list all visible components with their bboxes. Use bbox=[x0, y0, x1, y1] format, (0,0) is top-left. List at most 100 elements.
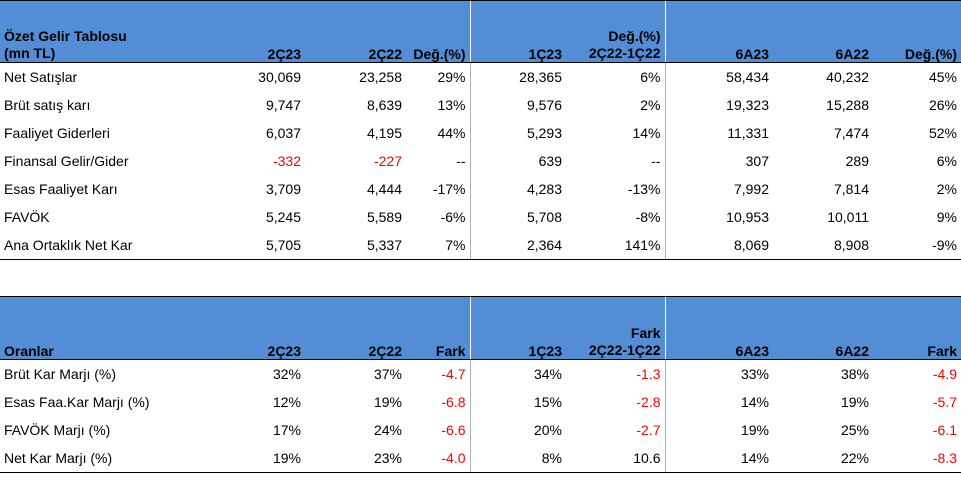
table-row: Finansal Gelir/Gider -332 -227 -- 639 --… bbox=[0, 147, 961, 175]
cell-6m: 2% bbox=[936, 181, 957, 197]
cell-2c23: 3,709 bbox=[265, 181, 301, 197]
cell-6a22: 7,814 bbox=[833, 181, 869, 197]
income-header-6a23: 6A23 bbox=[664, 0, 773, 63]
table-row: Brüt Kar Marjı (%) 32% 37% -4.7 34% -1.3… bbox=[0, 359, 961, 388]
cell-6a23: 19,323 bbox=[726, 97, 769, 113]
cell-2c23: 5,245 bbox=[265, 209, 301, 225]
cell-2c23: 12% bbox=[272, 394, 301, 410]
cell-2c23: -332 bbox=[272, 153, 301, 169]
cell-qoq: 14% bbox=[566, 119, 666, 147]
cell-2c22: 4,444 bbox=[366, 181, 402, 197]
cell-6m: -8.3 bbox=[873, 444, 961, 473]
cell-qoq: -2.8 bbox=[566, 388, 666, 416]
cell-qoq: -- bbox=[566, 147, 666, 175]
cell-yoy: 44% bbox=[406, 119, 471, 147]
table-row: Ana Ortaklık Net Kar 5,705 5,337 7% 2,36… bbox=[0, 231, 961, 260]
cell-6a23: 7,992 bbox=[733, 181, 769, 197]
cell-yoy: 7% bbox=[406, 231, 471, 260]
cell-6a22: 25% bbox=[840, 422, 869, 438]
cell-yoy: -17% bbox=[406, 175, 471, 203]
cell-1c23: 8% bbox=[470, 444, 566, 473]
income-header-2c22: 2Ç22 bbox=[305, 0, 406, 63]
cell-2c22: 19% bbox=[373, 394, 402, 410]
cell-6m: -6.1 bbox=[932, 422, 957, 438]
row-label: Faaliyet Giderleri bbox=[4, 125, 110, 141]
cell-6m: 6% bbox=[936, 153, 957, 169]
table-row: Net Kar Marjı (%) 19% 23% -4.0 8% 10.6 1… bbox=[0, 444, 961, 473]
cell-qoq: -1.3 bbox=[566, 359, 666, 388]
income-header-yoy-change: Değ.(%) bbox=[406, 0, 470, 63]
cell-6a23: 307 bbox=[745, 153, 769, 169]
cell-1c23: 2,364 bbox=[470, 231, 566, 260]
row-label: Net Kar Marjı (%) bbox=[0, 444, 204, 473]
cell-1c23: 4,283 bbox=[526, 181, 562, 197]
cell-qoq: -2.7 bbox=[566, 416, 666, 444]
cell-yoy: 29% bbox=[406, 62, 471, 91]
cell-2c22: 23% bbox=[305, 444, 406, 473]
cell-qoq: 6% bbox=[566, 62, 666, 91]
cell-1c23: 5,293 bbox=[526, 125, 562, 141]
table-row: FAVÖK Marjı (%) 17% 24% -6.6 20% -2.7 19… bbox=[0, 416, 961, 444]
cell-qoq: -8% bbox=[566, 203, 666, 231]
ratios-header-2c22: 2Ç22 bbox=[305, 296, 406, 360]
ratios-table-title: Oranlar bbox=[0, 296, 204, 360]
income-summary-table: Özet Gelir Tablosu (mn TL) 2Ç23 2Ç22 Değ… bbox=[0, 0, 961, 260]
ratios-header-qoq-period: 2Ç22-1Ç22 bbox=[588, 342, 661, 358]
table-row: Esas Faa.Kar Marjı (%) 12% 19% -6.8 15% … bbox=[0, 388, 961, 416]
cell-2c23: 9,747 bbox=[265, 97, 301, 113]
cell-6a22: 289 bbox=[845, 153, 869, 169]
row-label: Net Satışlar bbox=[4, 69, 78, 85]
cell-qoq: 2% bbox=[566, 91, 666, 119]
row-label: Brüt satış karı bbox=[4, 97, 91, 113]
cell-6m: -9% bbox=[873, 231, 961, 260]
cell-6m: 52% bbox=[928, 125, 957, 141]
cell-2c23: 6,037 bbox=[265, 125, 301, 141]
ratios-header-yoy-diff: Fark bbox=[406, 296, 470, 360]
cell-6a22: 19% bbox=[840, 394, 869, 410]
cell-6a23: 11,331 bbox=[727, 125, 769, 141]
row-label: FAVÖK Marjı (%) bbox=[4, 422, 111, 438]
income-header-qoq-change: Değ.(%) 2Ç22-1Ç22 bbox=[566, 0, 665, 63]
table-row: Esas Faaliyet Karı 3,709 4,444 -17% 4,28… bbox=[0, 175, 961, 203]
cell-6a22: 7,474 bbox=[833, 125, 869, 141]
table-row: Net Satışlar 30,069 23,258 29% 28,365 6%… bbox=[0, 62, 961, 91]
cell-6a23: 14% bbox=[665, 444, 773, 473]
ratios-header-2c23: 2Ç23 bbox=[204, 296, 305, 360]
ratios-header-6m-diff: Fark bbox=[873, 296, 961, 360]
cell-6m: -4.9 bbox=[932, 366, 957, 382]
cell-6a22: 40,232 bbox=[826, 69, 869, 85]
cell-6a23: 14% bbox=[740, 394, 769, 410]
ratios-table: Oranlar 2Ç23 2Ç22 Fark 1Ç23 Fark 2Ç22-1Ç… bbox=[0, 296, 961, 473]
ratios-header-qoq-diff: Fark 2Ç22-1Ç22 bbox=[566, 296, 665, 360]
cell-6a23: 19% bbox=[740, 422, 769, 438]
cell-2c22: 24% bbox=[373, 422, 402, 438]
cell-qoq: 10.6 bbox=[566, 444, 666, 473]
cell-6a22: 22% bbox=[773, 444, 873, 473]
income-title-line2: (mn TL) bbox=[4, 45, 56, 61]
cell-2c23: 32% bbox=[272, 366, 301, 382]
income-header-qoq-period: 2Ç22-1Ç22 bbox=[588, 45, 661, 61]
cell-1c23: 639 bbox=[538, 153, 562, 169]
ratios-header-row: Oranlar 2Ç23 2Ç22 Fark 1Ç23 Fark 2Ç22-1Ç… bbox=[0, 296, 961, 360]
cell-2c23: 19% bbox=[204, 444, 305, 473]
cell-2c22: 37% bbox=[373, 366, 402, 382]
cell-6m: 9% bbox=[936, 209, 957, 225]
income-header-6m-change: Değ.(%) bbox=[873, 0, 961, 63]
ratios-header-qoq-label: Fark bbox=[630, 325, 661, 341]
income-header-2c23: 2Ç23 bbox=[204, 0, 305, 63]
cell-2c23: 17% bbox=[272, 422, 301, 438]
table-row: FAVÖK 5,245 5,589 -6% 5,708 -8% 10,953 1… bbox=[0, 203, 961, 231]
row-label: Ana Ortaklık Net Kar bbox=[0, 231, 204, 260]
cell-yoy: -6% bbox=[406, 203, 471, 231]
cell-yoy: -6.6 bbox=[406, 416, 471, 444]
cell-6m: -5.7 bbox=[932, 394, 957, 410]
cell-yoy: -6.8 bbox=[406, 388, 471, 416]
table-row: Faaliyet Giderleri 6,037 4,195 44% 5,293… bbox=[0, 119, 961, 147]
income-header-row: Özet Gelir Tablosu (mn TL) 2Ç23 2Ç22 Değ… bbox=[0, 0, 961, 63]
cell-1c23: 15% bbox=[533, 394, 562, 410]
cell-6a23: 10,953 bbox=[726, 209, 769, 225]
row-label: Finansal Gelir/Gider bbox=[4, 153, 129, 169]
cell-2c22: 23,258 bbox=[359, 69, 402, 85]
cell-yoy: 13% bbox=[406, 91, 471, 119]
cell-1c23: 5,708 bbox=[526, 209, 562, 225]
